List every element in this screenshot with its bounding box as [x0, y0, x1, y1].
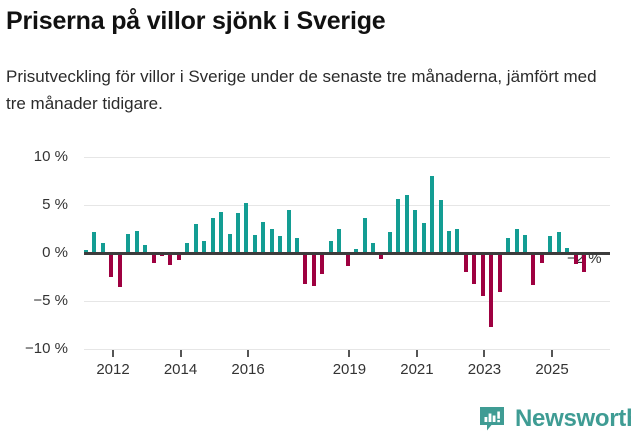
chart-bar [531, 253, 536, 285]
y-axis-tick-label: −5 % [33, 292, 68, 309]
chart-bar [244, 203, 249, 253]
gridline [84, 301, 610, 302]
chart-bar [134, 230, 139, 253]
gridline [84, 205, 610, 206]
chart-bar [210, 218, 215, 253]
chart-bar [379, 253, 384, 259]
chart-bar [176, 253, 181, 260]
chart-bar [100, 243, 105, 253]
chart-bar [472, 253, 477, 284]
x-axis-tick-label: 2016 [231, 361, 265, 378]
newsworthy-logo[interactable]: Newsworthy [478, 404, 631, 434]
gridline [84, 157, 610, 158]
chart-bar [286, 209, 291, 253]
chart-bar [126, 233, 131, 253]
x-axis-tick [551, 350, 553, 357]
chart-bar [362, 218, 367, 253]
chart-bar [548, 235, 553, 253]
chart-bar [480, 253, 485, 297]
chart-bar [185, 243, 190, 253]
chart-bar [193, 224, 198, 253]
x-axis-tick-label: 2021 [400, 361, 434, 378]
chart-bar [202, 241, 207, 253]
chart-bar [489, 253, 494, 327]
x-axis-tick [112, 350, 114, 357]
chart-bar [345, 253, 350, 267]
chart-bar [151, 253, 156, 263]
x-axis-line [84, 349, 610, 350]
chart-bar [506, 237, 511, 253]
y-axis-tick-label: 10 % [33, 148, 68, 165]
x-axis-tick-label: 2012 [96, 361, 130, 378]
chart-bar [168, 253, 173, 266]
x-axis-tick [483, 350, 486, 357]
chart-bar [354, 249, 359, 253]
chart-bar [573, 253, 578, 264]
chart-bar [522, 234, 527, 253]
chart-bar [396, 199, 401, 253]
logo-text: Newsworthy [515, 405, 631, 432]
chart-bar [514, 229, 519, 253]
x-axis-tick-label: 2019 [332, 361, 367, 378]
chart-bar [92, 231, 97, 253]
x-axis-tick [247, 350, 250, 357]
chart-bar [371, 243, 376, 253]
chart-bar [556, 231, 561, 253]
chart-bar [463, 253, 468, 273]
x-axis-tick-label: 2014 [163, 361, 198, 378]
chart-bar [117, 253, 122, 287]
chart-bar [227, 233, 232, 253]
zero-axis-line [84, 252, 610, 255]
y-axis-tick-label: 0 % [42, 244, 68, 261]
chart-bar [303, 253, 308, 284]
y-axis-tick-label: 5 % [42, 196, 68, 213]
chart-bar [455, 229, 460, 253]
x-axis-tick [348, 350, 351, 357]
chart-bar [252, 234, 257, 253]
chart-bar [320, 253, 325, 275]
chart-bar [421, 223, 426, 253]
chart-bar [235, 212, 240, 253]
chart-bar [438, 200, 443, 253]
chart-bar [337, 229, 342, 253]
page-title: Priserna på villor sjönk i Sverige [6, 7, 386, 35]
chart-bar [539, 253, 544, 263]
chart-bar [311, 253, 316, 286]
x-axis-tick-label: 2025 [535, 361, 569, 378]
chart-bar [328, 241, 333, 253]
chart-bar [404, 195, 409, 253]
chart-bar [582, 253, 587, 273]
chart-bar [143, 245, 148, 253]
chart-bar [565, 248, 570, 253]
chart-bar [387, 231, 392, 253]
chart-bar [413, 209, 418, 253]
x-axis-tick-label: 2023 [467, 361, 502, 378]
chart-bar [219, 211, 224, 253]
chart-bar [430, 176, 435, 253]
chart-bar [278, 235, 283, 253]
page-subtitle: Prisutveckling för villor i Sverige unde… [6, 67, 597, 113]
chart-bar [261, 222, 266, 253]
plot-area [84, 157, 610, 350]
chart-bar [295, 237, 300, 253]
chart-bar [84, 250, 88, 253]
x-axis-tick [179, 350, 182, 357]
bar-chart: 10 % 5 % 0 % −5 % −10 % 2012 2014 2016 2019 2021… [0, 140, 631, 390]
chart-bar [269, 229, 274, 253]
x-axis-tick [415, 350, 418, 357]
chart-bar [109, 253, 114, 277]
y-axis-tick-label: −10 % [25, 340, 68, 357]
bar-chart-speech-bubble-icon [480, 407, 504, 431]
chart-bar [497, 253, 502, 293]
chart-bar [447, 230, 451, 253]
